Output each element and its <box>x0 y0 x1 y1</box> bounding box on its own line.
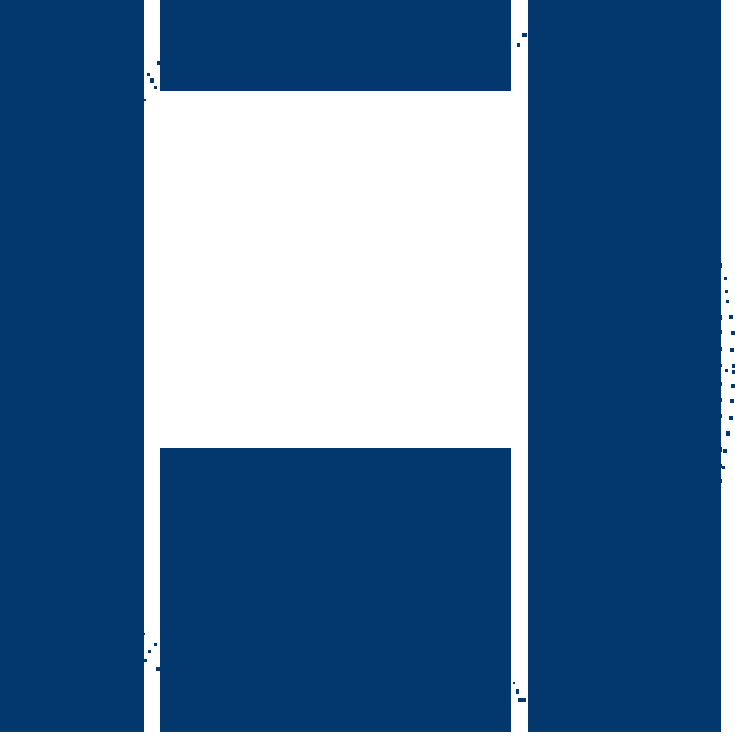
noise-speckle <box>718 347 722 351</box>
noise-speckle <box>522 33 527 37</box>
middle-top-block <box>160 0 511 91</box>
noise-speckle <box>725 369 728 372</box>
noise-speckle <box>723 449 727 453</box>
noise-speckle <box>726 300 729 303</box>
noise-speckle <box>732 364 735 368</box>
noise-speckle <box>718 364 722 367</box>
noise-speckle <box>143 633 145 635</box>
noise-speckle <box>513 682 515 684</box>
noise-speckle <box>154 643 157 646</box>
middle-bottom-block <box>160 448 511 732</box>
noise-speckle <box>730 399 734 403</box>
noise-speckle <box>732 370 735 374</box>
noise-speckle <box>517 43 520 47</box>
noise-speckle <box>143 99 146 101</box>
noise-speckle <box>730 348 734 352</box>
noise-speckle <box>724 277 727 280</box>
noise-speckle <box>718 479 722 483</box>
noise-speckle <box>718 414 722 418</box>
noise-speckle <box>518 698 526 702</box>
noise-speckle <box>150 78 154 83</box>
noise-speckle <box>726 431 730 436</box>
noise-speckle <box>725 290 728 293</box>
noise-speckle <box>718 330 722 334</box>
noise-speckle <box>718 464 722 468</box>
noise-speckle <box>516 689 519 694</box>
noise-speckle <box>718 263 722 268</box>
noise-speckle <box>729 416 733 420</box>
noise-speckle <box>148 650 151 653</box>
left-bar <box>0 0 144 732</box>
noise-speckle <box>718 398 722 402</box>
noise-speckle <box>718 382 722 386</box>
right-bar <box>528 0 721 732</box>
noise-speckle <box>731 384 735 388</box>
noise-speckle <box>718 315 722 320</box>
noise-speckle <box>731 331 735 335</box>
noise-speckle <box>157 61 160 65</box>
noise-speckle <box>144 659 147 662</box>
noise-speckle <box>722 466 725 469</box>
noise-speckle <box>156 667 164 671</box>
noise-speckle <box>147 73 150 76</box>
noise-speckle <box>729 315 733 319</box>
noise-speckle <box>154 86 157 89</box>
noise-speckle <box>718 447 722 452</box>
